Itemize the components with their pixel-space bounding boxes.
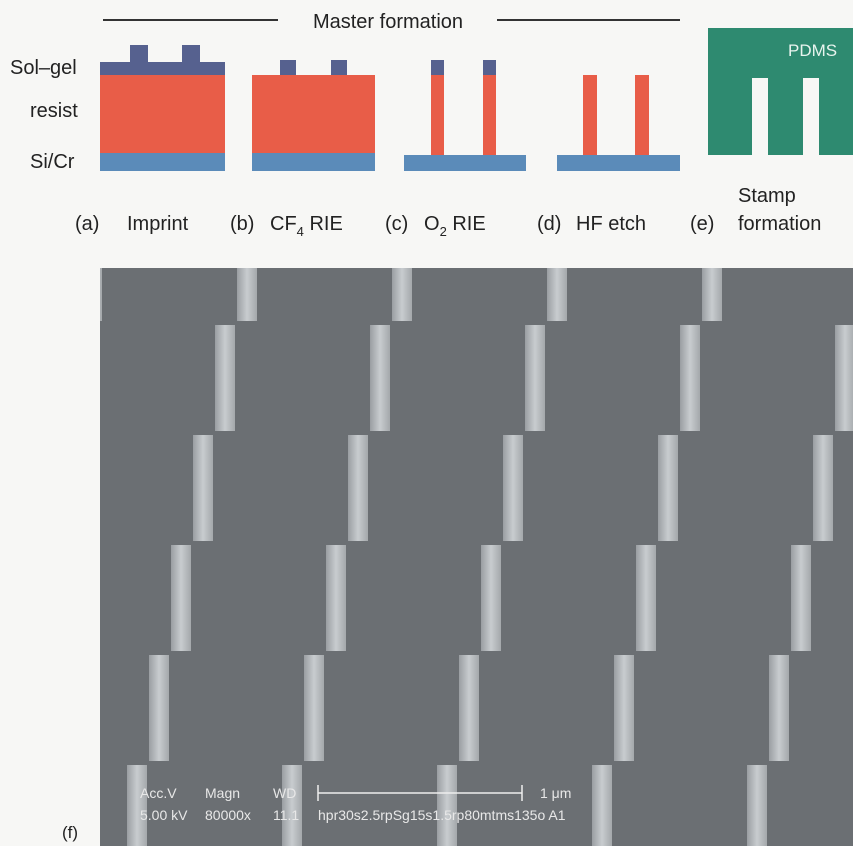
step-label: (c) xyxy=(385,213,408,235)
step-label: (a) xyxy=(75,213,99,235)
sem-value: 5.00 kV xyxy=(140,807,188,823)
step-a-diagram xyxy=(100,45,225,171)
sem-header: Magn xyxy=(205,785,240,801)
step-label: (b) xyxy=(230,213,254,235)
step-c-diagram xyxy=(404,60,526,171)
step-b-diagram xyxy=(252,60,375,171)
step-d-diagram xyxy=(557,75,680,171)
sem-header: WD xyxy=(273,785,296,801)
sem-sample: hpr30s2.5rpSg15s1.5rp80mtms135o A1 xyxy=(318,807,566,823)
step-name: formation xyxy=(738,213,821,235)
step-label: (e) xyxy=(690,213,714,235)
layer-label: resist xyxy=(30,100,78,122)
sem-value: 80000x xyxy=(205,807,251,823)
step-name: Imprint xyxy=(127,213,189,235)
step-name: Stamp xyxy=(738,185,796,207)
scale-label: 1 μm xyxy=(540,785,571,801)
panel-label: (f) xyxy=(62,823,78,842)
stamp-label: PDMS xyxy=(788,41,837,60)
step-e-diagram: PDMS xyxy=(708,28,853,155)
layer-label: Si/Cr xyxy=(30,151,75,173)
step-label: (d) xyxy=(537,213,561,235)
sem-value: 11.1 xyxy=(273,807,299,823)
step-name: CF4 RIE xyxy=(270,213,343,239)
step-name: HF etch xyxy=(576,213,646,235)
sem-header: Acc.V xyxy=(140,785,177,801)
figure: Master formation Sol–gel resist Si/Cr PD… xyxy=(0,0,853,846)
sem-image: Acc.V Magn WD 1 μm 5.00 kV 80000x 11.1 h… xyxy=(100,268,853,846)
header-title: Master formation xyxy=(313,11,463,33)
layer-label: Sol–gel xyxy=(10,57,77,79)
step-name: O2 RIE xyxy=(424,213,486,239)
